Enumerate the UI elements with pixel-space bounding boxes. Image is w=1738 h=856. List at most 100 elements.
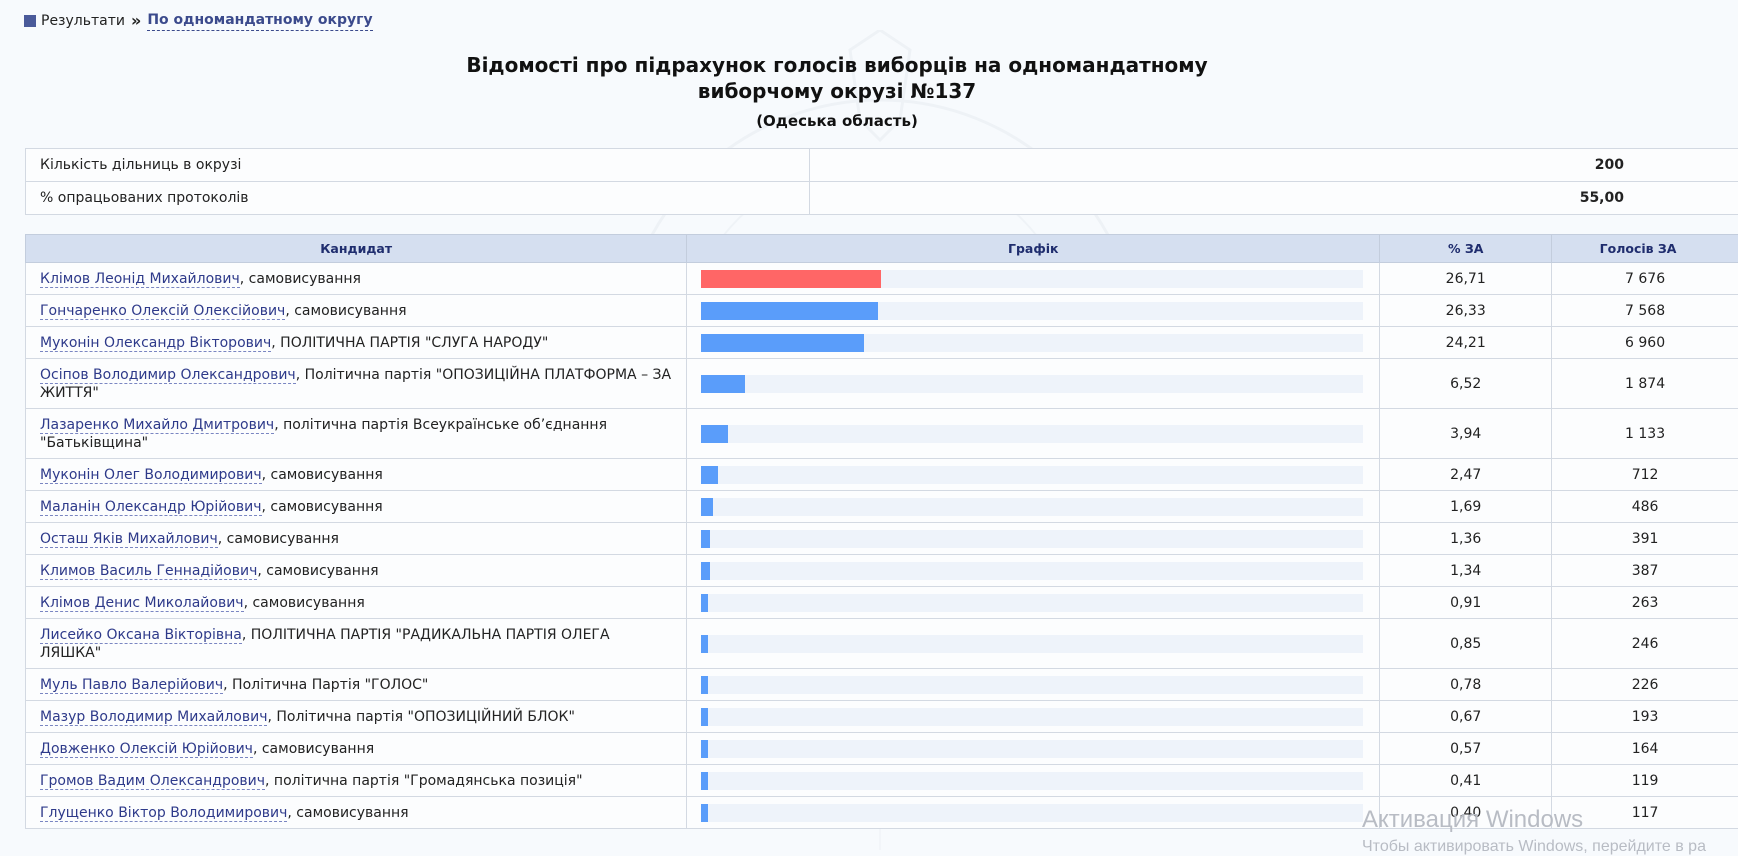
- votes-cell: 7 676: [1552, 263, 1738, 295]
- breadcrumb-current-link[interactable]: По одномандатному округу: [147, 10, 372, 31]
- candidate-name-link[interactable]: Климов Василь Геннадійович: [40, 563, 257, 580]
- candidate-name-link[interactable]: Осіпов Володимир Олександрович: [40, 367, 296, 384]
- candidate-name-link[interactable]: Муконін Олег Володимирович: [40, 467, 262, 484]
- bar-track: [701, 302, 1363, 320]
- column-header-percent[interactable]: % ЗА: [1380, 235, 1552, 263]
- graph-cell: [687, 669, 1380, 701]
- candidate-name-link[interactable]: Муконін Олександр Вікторович: [40, 335, 271, 352]
- bar-track: [701, 498, 1363, 516]
- summary-value: 55,00: [810, 182, 1738, 215]
- candidate-name-link[interactable]: Муль Павло Валерійович: [40, 677, 223, 694]
- summary-label: % опрацьованих протоколів: [26, 182, 810, 215]
- candidate-party: , самовисування: [240, 271, 361, 287]
- vote-share-bar: [701, 594, 708, 612]
- candidate-party: , самовисування: [262, 499, 383, 515]
- candidate-cell: Глущенко Віктор Володимирович, самовисув…: [26, 797, 687, 829]
- candidate-name-link[interactable]: Клімов Леонід Михайлович: [40, 271, 240, 288]
- votes-cell: 6 960: [1552, 327, 1738, 359]
- graph-cell: [687, 459, 1380, 491]
- bar-track: [701, 425, 1363, 443]
- candidate-party: , самовисування: [257, 563, 378, 579]
- candidate-cell: Климов Василь Геннадійович, самовисуванн…: [26, 555, 687, 587]
- candidate-name-link[interactable]: Глущенко Віктор Володимирович: [40, 805, 287, 822]
- candidate-cell: Осіпов Володимир Олександрович, Політичн…: [26, 359, 687, 409]
- table-row: Громов Вадим Олександрович, політична па…: [26, 765, 1738, 797]
- votes-cell: 119: [1552, 765, 1738, 797]
- candidate-party: , політична партія "Громадянська позиція…: [265, 773, 583, 789]
- page-title-line1: Відомості про підрахунок голосів виборці…: [300, 52, 1374, 78]
- candidate-cell: Клімов Леонід Михайлович, самовисування: [26, 263, 687, 295]
- candidate-name-link[interactable]: Мазур Володимир Михайлович: [40, 709, 267, 726]
- candidate-name-link[interactable]: Маланін Олександр Юрійович: [40, 499, 262, 516]
- candidate-cell: Осташ Яків Михайлович, самовисування: [26, 523, 687, 555]
- candidate-name-link[interactable]: Лисейко Оксана Вікторівна: [40, 627, 242, 644]
- votes-cell: 391: [1552, 523, 1738, 555]
- percent-cell: 1,34: [1380, 555, 1552, 587]
- percent-cell: 0,85: [1380, 619, 1552, 669]
- table-row: Муконін Олег Володимирович, самовисуванн…: [26, 459, 1738, 491]
- candidate-cell: Муконін Олександр Вікторович, ПОЛІТИЧНА …: [26, 327, 687, 359]
- summary-value: 200: [810, 149, 1738, 182]
- column-header-candidate[interactable]: Кандидат: [26, 235, 687, 263]
- bar-track: [701, 530, 1363, 548]
- table-row: Клімов Леонід Михайлович, самовисування 2…: [26, 263, 1738, 295]
- graph-cell: [687, 409, 1380, 459]
- graph-cell: [687, 263, 1380, 295]
- graph-cell: [687, 555, 1380, 587]
- page-title-line2: виборчому окрузі №137: [300, 78, 1374, 104]
- votes-cell: 263: [1552, 587, 1738, 619]
- votes-cell: 246: [1552, 619, 1738, 669]
- candidate-party: , самовисування: [287, 805, 408, 821]
- table-row: Лисейко Оксана Вікторівна, ПОЛІТИЧНА ПАР…: [26, 619, 1738, 669]
- page-title: Відомості про підрахунок голосів виборці…: [300, 52, 1374, 104]
- candidate-name-link[interactable]: Гончаренко Олексій Олексійович: [40, 303, 285, 320]
- candidate-party: , самовисування: [262, 467, 383, 483]
- vote-share-bar: [701, 708, 708, 726]
- summary-label: Кількість дільниць в окрузі: [26, 149, 810, 182]
- windows-activation-watermark: Активация Windows: [1362, 806, 1583, 834]
- table-row: Муконін Олександр Вікторович, ПОЛІТИЧНА …: [26, 327, 1738, 359]
- percent-cell: 2,47: [1380, 459, 1552, 491]
- graph-cell: [687, 491, 1380, 523]
- candidate-cell: Гончаренко Олексій Олексійович, самовису…: [26, 295, 687, 327]
- votes-cell: 193: [1552, 701, 1738, 733]
- table-row: Мазур Володимир Михайлович, Політична па…: [26, 701, 1738, 733]
- candidate-name-link[interactable]: Осташ Яків Михайлович: [40, 531, 218, 548]
- results-table: Кандидат Графік % ЗА Голосів ЗА Клімов Л…: [25, 234, 1738, 829]
- square-bullet-icon: [24, 15, 36, 27]
- vote-share-bar: [701, 425, 727, 443]
- column-header-votes[interactable]: Голосів ЗА: [1552, 235, 1738, 263]
- percent-cell: 26,71: [1380, 263, 1552, 295]
- votes-cell: 486: [1552, 491, 1738, 523]
- results-header-row: Кандидат Графік % ЗА Голосів ЗА: [26, 235, 1738, 263]
- bar-track: [701, 635, 1363, 653]
- bar-track: [701, 270, 1363, 288]
- vote-share-bar: [701, 375, 745, 393]
- percent-cell: 3,94: [1380, 409, 1552, 459]
- table-row: Муль Павло Валерійович, Політична Партія…: [26, 669, 1738, 701]
- bar-track: [701, 804, 1363, 822]
- vote-share-bar: [701, 676, 708, 694]
- vote-share-bar: [701, 804, 708, 822]
- graph-cell: [687, 733, 1380, 765]
- candidate-name-link[interactable]: Клімов Денис Миколайович: [40, 595, 244, 612]
- bar-track: [701, 676, 1363, 694]
- graph-cell: [687, 587, 1380, 619]
- candidate-name-link[interactable]: Лазаренко Михайло Дмитрович: [40, 417, 274, 434]
- candidate-name-link[interactable]: Громов Вадим Олександрович: [40, 773, 265, 790]
- candidate-name-link[interactable]: Довженко Олексій Юрійович: [40, 741, 253, 758]
- graph-cell: [687, 359, 1380, 409]
- breadcrumb: Результати » По одномандатному округу: [24, 10, 373, 31]
- column-header-graph: Графік: [687, 235, 1380, 263]
- votes-cell: 1 133: [1552, 409, 1738, 459]
- windows-activation-hint: Чтобы активировать Windows, перейдите в …: [1362, 838, 1706, 856]
- summary-row: Кількість дільниць в окрузі 200: [26, 149, 1738, 182]
- bar-track: [701, 772, 1363, 790]
- table-row: Довженко Олексій Юрійович, самовисування…: [26, 733, 1738, 765]
- candidate-cell: Лисейко Оксана Вікторівна, ПОЛІТИЧНА ПАР…: [26, 619, 687, 669]
- percent-cell: 24,21: [1380, 327, 1552, 359]
- graph-cell: [687, 619, 1380, 669]
- candidate-party: , самовисування: [253, 741, 374, 757]
